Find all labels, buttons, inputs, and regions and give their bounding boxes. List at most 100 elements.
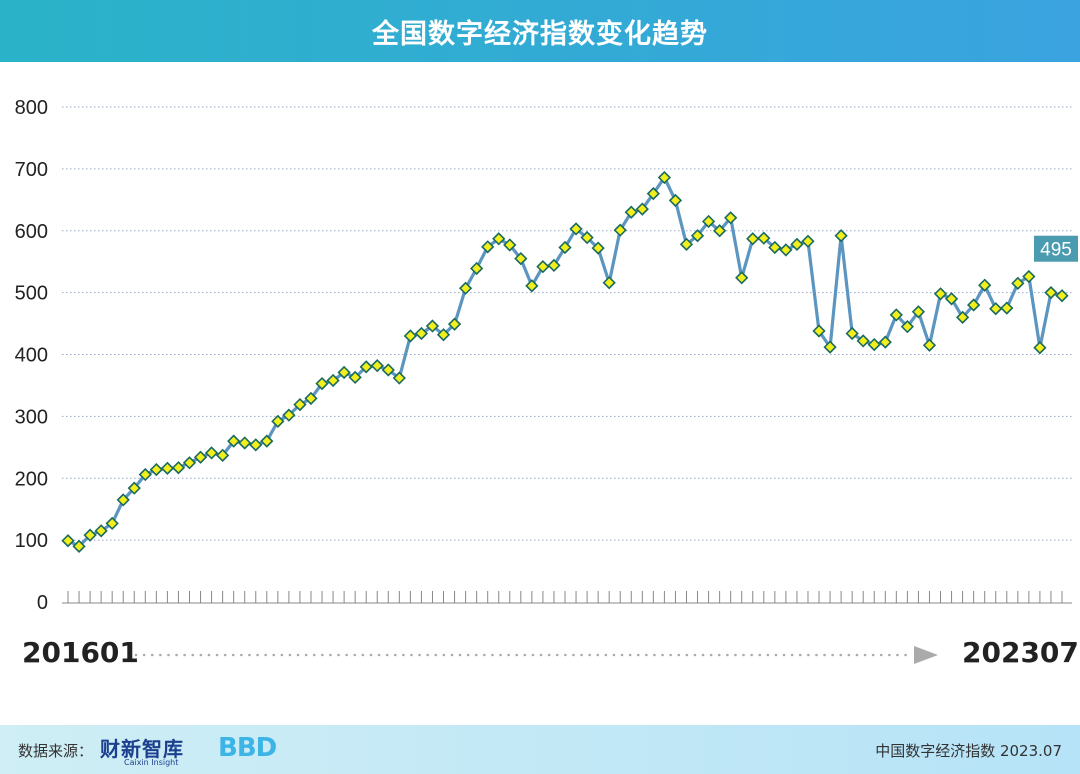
data-point bbox=[359, 360, 373, 374]
data-point bbox=[492, 232, 506, 246]
data-point bbox=[436, 328, 451, 342]
data-point bbox=[458, 281, 473, 295]
time-range-indicator: 201601 202307 bbox=[0, 632, 1080, 678]
data-point bbox=[757, 231, 771, 245]
data-point bbox=[470, 261, 484, 276]
data-point bbox=[911, 305, 926, 319]
data-point bbox=[569, 222, 583, 236]
data-point bbox=[105, 516, 119, 531]
data-point bbox=[138, 467, 152, 482]
data-point bbox=[635, 202, 649, 216]
data-point bbox=[315, 376, 329, 391]
data-point bbox=[61, 534, 75, 548]
data-point bbox=[171, 461, 186, 475]
line-chart: 0 100 200 300 400 500 600 700 800 495 bbox=[15, 97, 1078, 614]
data-point bbox=[160, 461, 175, 475]
data-point bbox=[867, 337, 881, 352]
data-point bbox=[326, 373, 340, 388]
footer: 数据来源： 财新智库 Caixin Insight BBD 中国数字经济指数 2… bbox=[0, 725, 1080, 774]
data-point bbox=[403, 329, 418, 343]
data-point bbox=[348, 370, 362, 385]
data-point bbox=[823, 340, 837, 354]
data-point bbox=[978, 278, 992, 292]
data-point bbox=[724, 211, 738, 225]
y-tick-labels: 0 100 200 300 400 500 600 700 800 bbox=[15, 97, 48, 614]
range-end-label: 202307 bbox=[962, 636, 1079, 669]
data-point bbox=[116, 493, 130, 507]
data-point bbox=[933, 287, 948, 301]
data-point bbox=[967, 298, 981, 312]
data-points bbox=[61, 170, 1069, 553]
y-tick-label: 500 bbox=[15, 283, 48, 305]
data-point bbox=[370, 359, 384, 373]
y-tick-label: 100 bbox=[15, 530, 48, 552]
data-point bbox=[127, 481, 141, 495]
data-point bbox=[1000, 301, 1014, 315]
data-point bbox=[624, 205, 638, 219]
data-point bbox=[215, 448, 230, 462]
range-arrow bbox=[134, 646, 938, 664]
data-point bbox=[801, 234, 815, 248]
data-point bbox=[536, 260, 550, 274]
data-point bbox=[72, 539, 86, 553]
data-point bbox=[525, 279, 539, 293]
data-point bbox=[381, 363, 395, 377]
data-point bbox=[227, 434, 241, 448]
data-point bbox=[149, 462, 163, 477]
data-point bbox=[591, 241, 605, 255]
range-arrow-head-icon bbox=[914, 646, 938, 664]
data-point bbox=[955, 310, 970, 325]
data-point bbox=[337, 365, 351, 380]
data-point bbox=[878, 335, 892, 349]
data-point bbox=[304, 391, 318, 406]
y-tick-label: 200 bbox=[15, 468, 48, 490]
data-point bbox=[425, 319, 440, 333]
data-point bbox=[922, 338, 937, 352]
data-point bbox=[1011, 276, 1025, 290]
data-point bbox=[414, 326, 429, 341]
data-point bbox=[293, 397, 307, 412]
bbd-logo: BBD bbox=[218, 733, 277, 763]
data-point bbox=[613, 223, 627, 237]
data-point bbox=[1055, 289, 1069, 303]
chart-title: 全国数字经济指数变化趋势 bbox=[372, 18, 708, 50]
data-point bbox=[668, 193, 683, 208]
y-tick-label: 700 bbox=[15, 159, 48, 181]
caixin-logo: 财新智库 bbox=[100, 737, 184, 761]
x-tick-marks bbox=[62, 591, 1072, 604]
data-point bbox=[547, 258, 561, 273]
footer-caption: 中国数字经济指数 2023.07 bbox=[875, 742, 1062, 760]
y-tick-label: 800 bbox=[15, 97, 48, 119]
data-point bbox=[900, 320, 915, 334]
data-point bbox=[646, 186, 660, 201]
data-point bbox=[260, 434, 274, 448]
data-point bbox=[83, 528, 97, 542]
data-point bbox=[447, 317, 462, 331]
data-point bbox=[746, 232, 760, 246]
data-point bbox=[182, 456, 197, 470]
series-path bbox=[67, 175, 1063, 548]
data-point bbox=[779, 243, 793, 257]
data-point bbox=[1044, 285, 1058, 300]
data-point bbox=[768, 240, 782, 255]
data-point bbox=[602, 276, 616, 290]
data-point bbox=[679, 237, 694, 251]
caixin-logo-subtitle: Caixin Insight bbox=[124, 758, 179, 767]
data-point bbox=[94, 524, 108, 538]
data-point bbox=[812, 324, 826, 338]
data-point bbox=[481, 240, 495, 254]
data-point bbox=[944, 292, 959, 306]
data-point bbox=[701, 214, 716, 229]
data-point bbox=[558, 240, 572, 255]
grid-lines bbox=[62, 106, 1072, 541]
data-point bbox=[690, 229, 705, 243]
range-start-label: 201601 bbox=[22, 636, 139, 669]
last-value-label-group: 495 bbox=[1034, 235, 1078, 262]
data-point bbox=[204, 446, 219, 460]
data-point bbox=[249, 438, 263, 452]
y-tick-label: 400 bbox=[15, 345, 48, 367]
last-value-label: 495 bbox=[1040, 240, 1072, 261]
data-point bbox=[1033, 341, 1047, 355]
data-point bbox=[1022, 269, 1036, 284]
data-point bbox=[657, 170, 672, 185]
